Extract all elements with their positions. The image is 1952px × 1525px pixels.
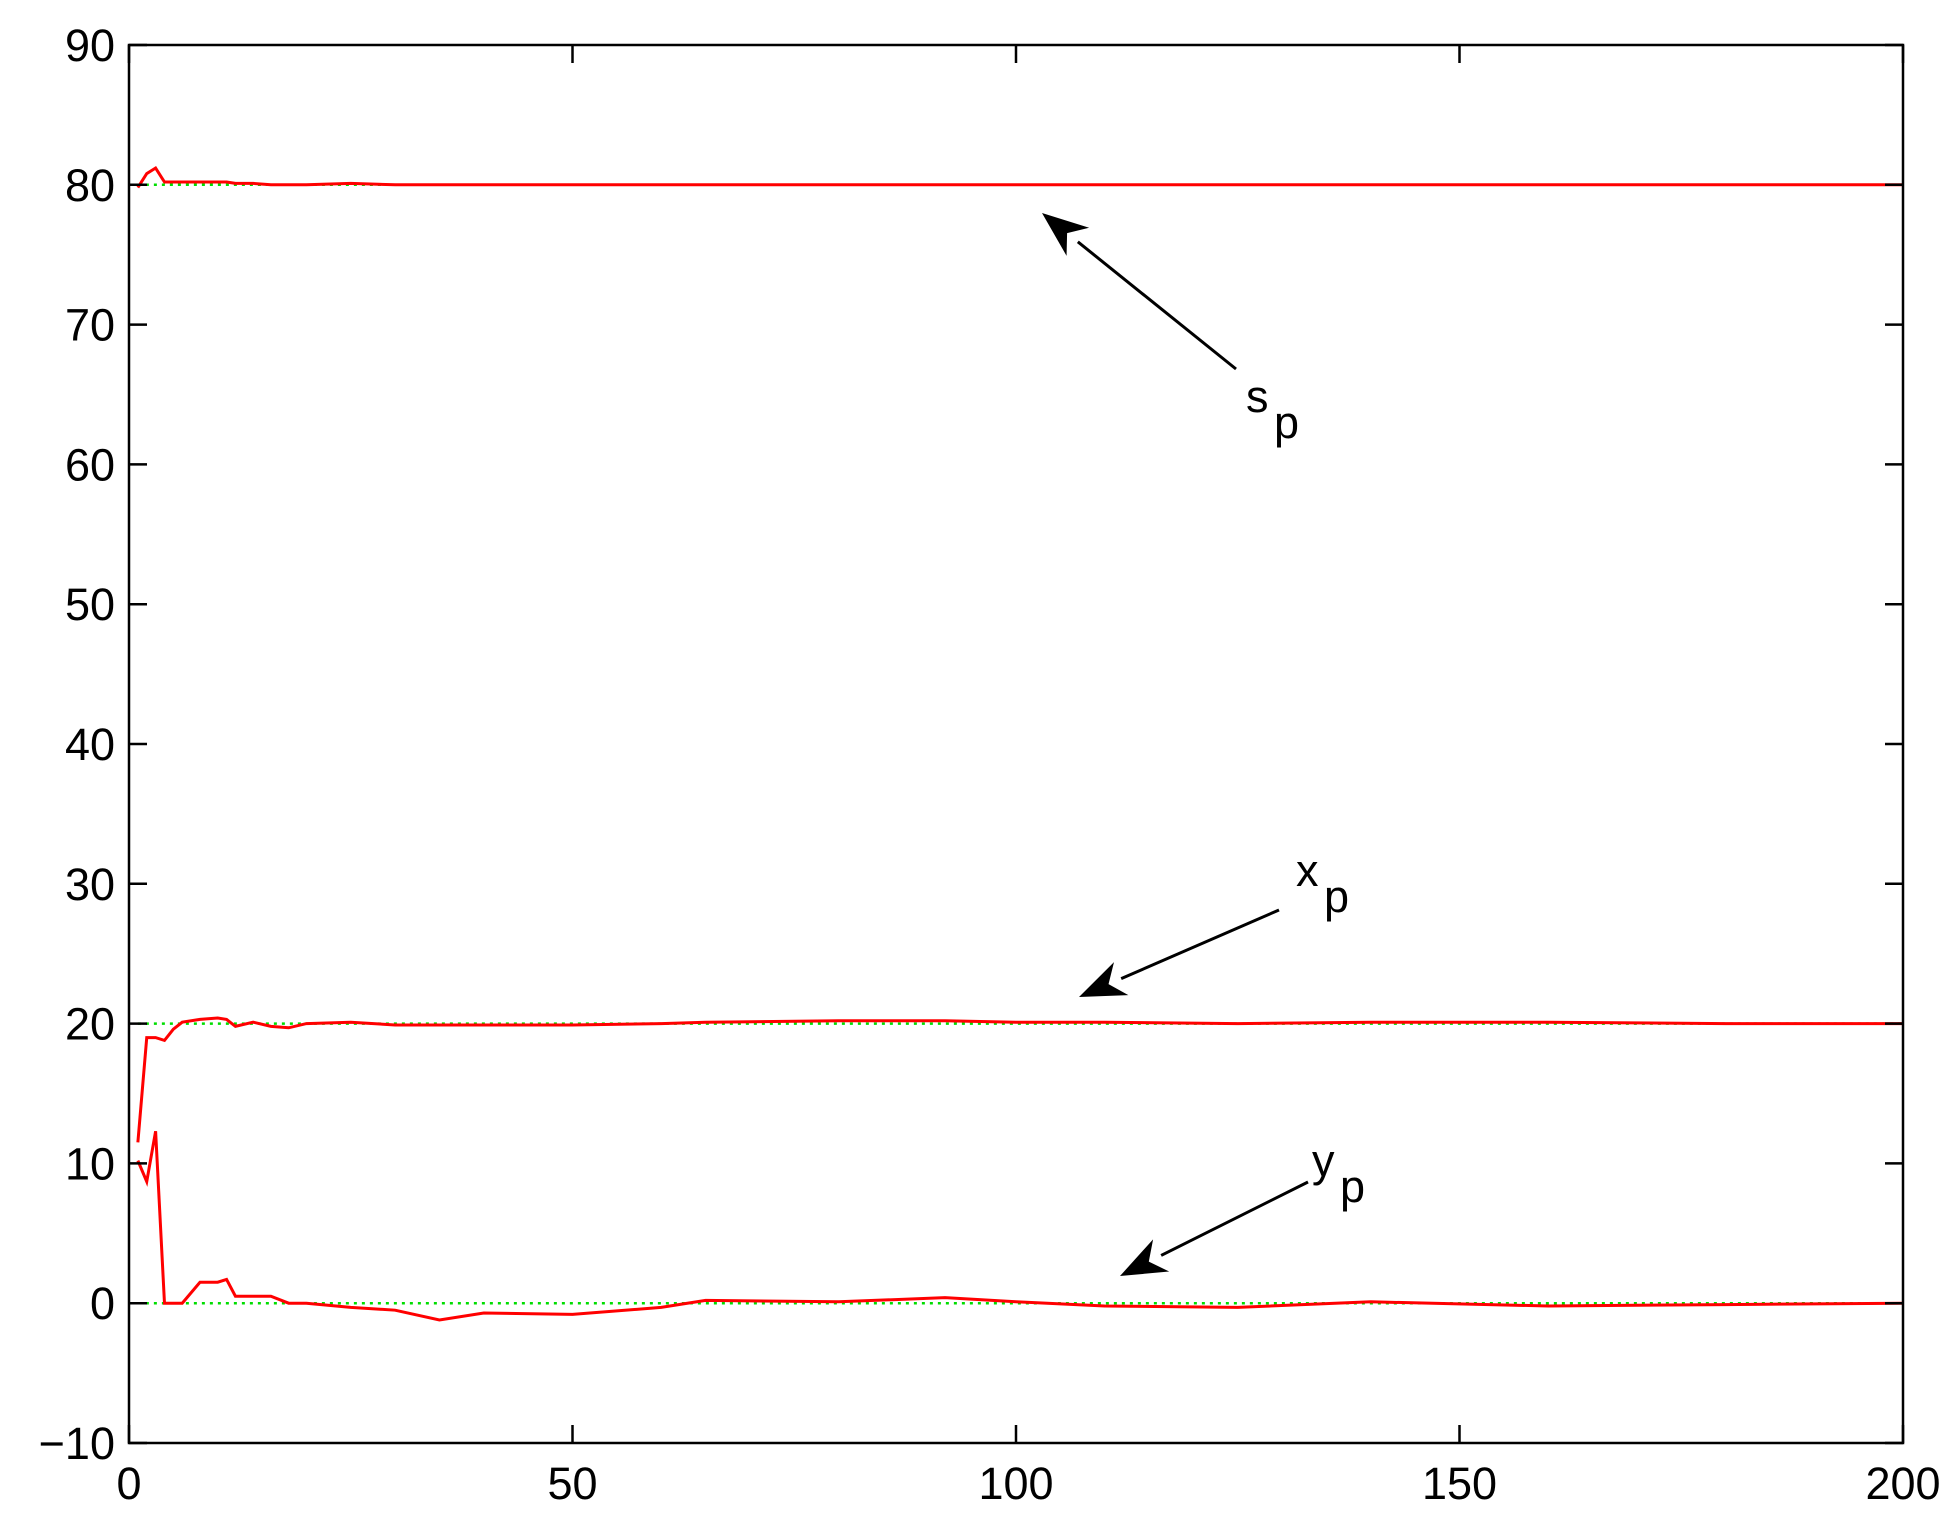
y-tick-label: 50 xyxy=(65,579,115,630)
annotation-arrow xyxy=(1160,1180,1309,1257)
data-line xyxy=(136,1016,1903,1143)
annotation-arrowhead xyxy=(1120,1239,1170,1276)
x-tick-label: 100 xyxy=(978,1458,1053,1509)
x-tick-label: 200 xyxy=(1865,1458,1940,1509)
annotation: yp xyxy=(1120,1135,1365,1276)
y-tick-label: 90 xyxy=(65,20,115,71)
data-line xyxy=(136,165,1903,189)
annotation-arrowhead xyxy=(1042,213,1090,256)
annotation-text: y xyxy=(1312,1135,1335,1186)
x-tick-label: 0 xyxy=(116,1458,141,1509)
y-tick-label: 20 xyxy=(65,999,115,1050)
y-tick-label: −10 xyxy=(39,1418,115,1469)
y-tick-label: 30 xyxy=(65,859,115,910)
annotation: xp xyxy=(1079,845,1349,997)
x-tick-label: 150 xyxy=(1422,1458,1497,1509)
y-tick-label: 70 xyxy=(65,300,115,351)
y-tick-label: 40 xyxy=(65,719,115,770)
annotation-subscript: p xyxy=(1274,397,1299,448)
annotation-subscript: p xyxy=(1340,1161,1365,1212)
annotation-arrow xyxy=(1120,908,1280,981)
y-tick-label: 10 xyxy=(65,1138,115,1189)
axes-box xyxy=(127,43,1905,1445)
annotation-subscript: p xyxy=(1324,871,1349,922)
annotation-arrowhead xyxy=(1079,962,1129,997)
annotation-text: x xyxy=(1296,845,1319,896)
y-tick-label: 80 xyxy=(65,160,115,211)
annotation-text: s xyxy=(1246,371,1269,422)
y-tick-label: 60 xyxy=(65,439,115,490)
data-line xyxy=(136,1130,1904,1322)
x-tick-label: 50 xyxy=(547,1458,597,1509)
annotation: sp xyxy=(1042,213,1299,448)
y-tick-label: 0 xyxy=(90,1278,115,1329)
annotation-arrow xyxy=(1076,240,1237,371)
